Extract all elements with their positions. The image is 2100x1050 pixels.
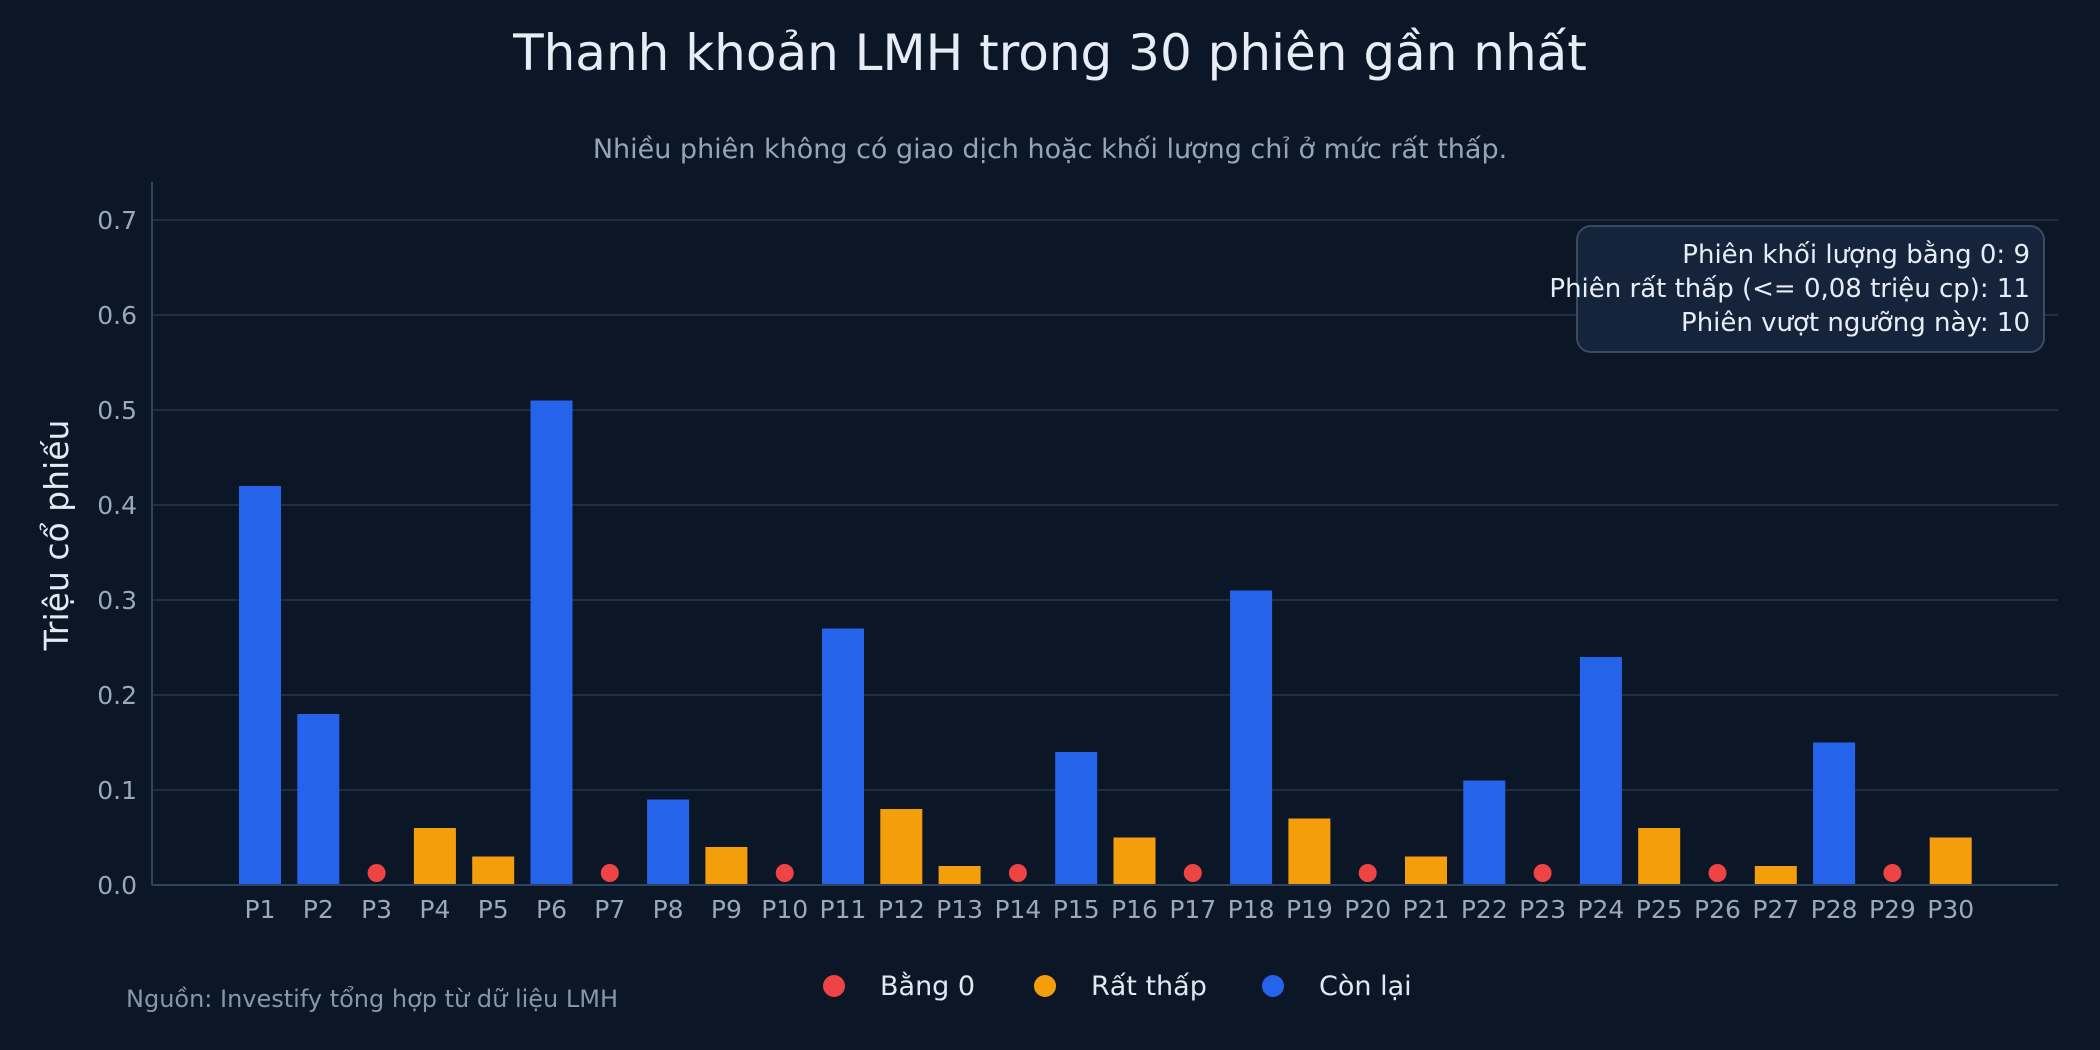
x-tick-label: P2 bbox=[303, 895, 334, 924]
low-volume-bar bbox=[1288, 818, 1331, 885]
annotation-box bbox=[1576, 225, 2045, 353]
x-tick-label: P17 bbox=[1169, 895, 1216, 924]
x-tick-label: P8 bbox=[653, 895, 684, 924]
source-note: Nguồn: Investify tổng hợp từ dữ liệu LMH bbox=[126, 985, 618, 1013]
x-tick-label: P12 bbox=[878, 895, 925, 924]
legend-swatch-rest bbox=[1262, 975, 1284, 997]
low-volume-bar bbox=[938, 866, 981, 885]
low-volume-bar bbox=[1754, 866, 1797, 885]
zero-session-marker bbox=[600, 864, 619, 882]
zero-session-marker bbox=[1708, 864, 1727, 882]
low-volume-bar bbox=[413, 828, 456, 885]
volume-bar bbox=[239, 486, 281, 885]
x-tick-label: P7 bbox=[594, 895, 625, 924]
x-tick-label: P29 bbox=[1869, 895, 1916, 924]
volume-bar bbox=[647, 799, 690, 885]
low-volume-bar bbox=[1929, 837, 1972, 885]
volume-bar bbox=[530, 400, 573, 885]
zero-session-marker bbox=[1008, 864, 1027, 882]
x-tick-label: P1 bbox=[245, 895, 276, 924]
low-volume-bar bbox=[472, 856, 515, 885]
x-tick-label: P11 bbox=[820, 895, 867, 924]
x-tick-label: P9 bbox=[711, 895, 742, 924]
y-tick-label: 0.0 bbox=[97, 871, 137, 900]
volume-bar bbox=[822, 628, 864, 885]
summary-annotation: Phiên khối lượng bằng 0: 9 Phiên rất thấ… bbox=[1549, 225, 2045, 353]
y-tick-label: 0.7 bbox=[97, 206, 137, 235]
x-tick-label: P20 bbox=[1344, 895, 1391, 924]
y-tick-label: 0.4 bbox=[97, 491, 137, 520]
x-tick-label: P3 bbox=[361, 895, 392, 924]
x-tick-label: P14 bbox=[994, 895, 1041, 924]
legend-label-low: Rất thấp bbox=[1091, 971, 1207, 1002]
low-volume-bar bbox=[1405, 856, 1447, 885]
zero-session-marker bbox=[1358, 864, 1377, 882]
x-tick-label: P25 bbox=[1636, 895, 1683, 924]
zero-session-marker bbox=[367, 864, 386, 882]
low-volume-bar bbox=[1113, 837, 1156, 885]
y-tick-label: 0.6 bbox=[97, 301, 137, 330]
low-volume-bar bbox=[1638, 828, 1681, 885]
low-volume-bar bbox=[705, 847, 748, 885]
x-tick-label: P19 bbox=[1286, 895, 1333, 924]
y-tick-label: 0.2 bbox=[97, 681, 137, 710]
zero-session-marker bbox=[1883, 864, 1902, 882]
annotation-line-zero: Phiên khối lượng bằng 0: 9 bbox=[1682, 239, 2030, 270]
volume-bar bbox=[1813, 742, 1856, 885]
volume-bar bbox=[1230, 590, 1273, 885]
y-tick-label: 0.3 bbox=[97, 586, 137, 615]
chart-subtitle: Nhiều phiên không có giao dịch hoặc khối… bbox=[593, 134, 1507, 165]
y-tick-labels: 0.0 0.1 0.2 0.3 0.4 0.5 0.6 0.7 bbox=[97, 206, 137, 900]
x-tick-label: P22 bbox=[1461, 895, 1508, 924]
x-tick-label: P10 bbox=[761, 895, 808, 924]
annotation-line-above: Phiên vượt ngưỡng này: 10 bbox=[1681, 308, 2030, 338]
x-tick-label: P5 bbox=[478, 895, 509, 924]
chart-title: Thanh khoản LMH trong 30 phiên gần nhất bbox=[512, 24, 1587, 82]
legend-label-zero: Bằng 0 bbox=[880, 971, 975, 1002]
x-tick-label: P16 bbox=[1111, 895, 1158, 924]
volume-bar bbox=[1055, 752, 1098, 885]
x-tick-label: P15 bbox=[1053, 895, 1100, 924]
x-tick-label: P23 bbox=[1519, 895, 1566, 924]
data-marks bbox=[239, 400, 1972, 885]
zero-session-marker bbox=[1183, 864, 1202, 882]
volume-bar bbox=[1579, 657, 1622, 885]
x-tick-label: P6 bbox=[536, 895, 567, 924]
legend-label-rest: Còn lại bbox=[1319, 971, 1412, 1002]
zero-session-marker bbox=[775, 864, 794, 882]
x-tick-label: P13 bbox=[936, 895, 983, 924]
x-tick-label: P4 bbox=[419, 895, 450, 924]
annotation-line-low: Phiên rất thấp (<= 0,08 triệu cp): 11 bbox=[1549, 274, 2030, 304]
low-volume-bar bbox=[880, 809, 923, 885]
x-tick-label: P30 bbox=[1927, 895, 1974, 924]
y-axis-title: Triệu cổ phiếu bbox=[37, 420, 76, 652]
x-tick-label: P21 bbox=[1403, 895, 1450, 924]
legend-swatch-low bbox=[1034, 975, 1056, 997]
x-tick-label: P18 bbox=[1228, 895, 1275, 924]
volume-bar bbox=[1463, 780, 1506, 885]
x-tick-label: P28 bbox=[1811, 895, 1858, 924]
x-tick-labels: P1 P2 P3 P4 P5 P6 P7 P8 P9 P10 P11 P12 P13 P14 P15 P16 P… bbox=[245, 895, 1975, 924]
x-tick-label: P24 bbox=[1577, 895, 1624, 924]
legend-swatch-zero bbox=[823, 975, 845, 997]
x-tick-label: P26 bbox=[1694, 895, 1741, 924]
grid-lines bbox=[152, 219, 2058, 791]
y-tick-label: 0.5 bbox=[97, 396, 137, 425]
legend: Bằng 0 Rất thấp Còn lại bbox=[823, 971, 1412, 1002]
x-tick-label: P27 bbox=[1752, 895, 1799, 924]
zero-session-marker bbox=[1533, 864, 1552, 882]
y-tick-label: 0.1 bbox=[97, 776, 137, 805]
volume-bar bbox=[297, 714, 340, 885]
